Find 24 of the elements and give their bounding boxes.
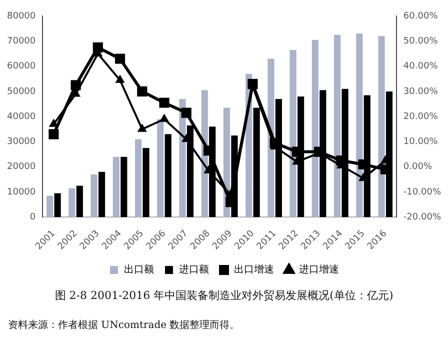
y2-tick-label: 60.00% <box>403 11 438 22</box>
y-tick-label: 70000 <box>6 36 36 46</box>
y2-tick-label: -10.00% <box>403 187 442 198</box>
y-tick-label: 60000 <box>6 62 36 72</box>
text: 图 2-8 2001-2016 年中国装备制造业对外贸易发展概况(单位：亿元) <box>54 288 394 303</box>
y2-tick-label: 10.00% <box>403 137 438 148</box>
y-tick-label: 80000 <box>6 11 36 22</box>
y-tick-label: 0 <box>30 212 36 223</box>
y-tick-label: 20000 <box>6 162 36 172</box>
y2-tick-label: 0.00% <box>403 162 432 172</box>
y2-tick-label: 50.00% <box>403 36 438 46</box>
y2-tick-label: 20.00% <box>403 112 438 122</box>
legend-label: 出口额 <box>124 264 154 276</box>
y-tick-label: 40000 <box>6 112 36 122</box>
legend-label: 进口增速 <box>299 264 339 276</box>
text: 资料来源：作者根据 UNcomtrade 数据整理而得。 <box>8 318 240 332</box>
y-tick-label: 10000 <box>6 187 36 198</box>
y2-tick-label: 40.00% <box>403 62 438 72</box>
y-tick-label: 50000 <box>6 86 36 97</box>
y-tick-label: 30000 <box>6 137 36 148</box>
y2-tick-label: -20.00% <box>403 212 442 223</box>
legend-label: 出口增速 <box>234 264 274 276</box>
y2-tick-label: 30.00% <box>403 86 438 97</box>
legend-label: 进口额 <box>179 264 209 276</box>
